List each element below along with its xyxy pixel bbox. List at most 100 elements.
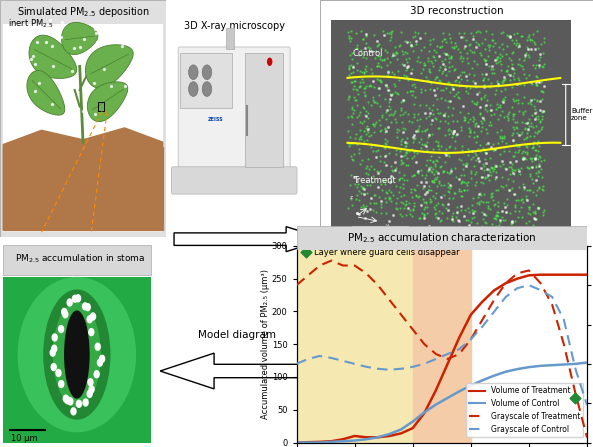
Point: [461, 161, 470, 168]
Point: [480, 94, 489, 101]
Point: [410, 83, 420, 90]
Point: [442, 215, 452, 222]
Point: [66, 107, 75, 114]
Point: [413, 29, 423, 36]
Point: [106, 83, 115, 90]
Point: [452, 131, 461, 138]
Point: [522, 119, 531, 127]
Point: [484, 165, 493, 172]
Point: [442, 145, 451, 152]
Point: [538, 124, 547, 131]
Point: [382, 84, 392, 91]
Point: [347, 114, 356, 121]
Point: [493, 209, 502, 216]
Point: [49, 63, 58, 70]
Point: [538, 50, 547, 57]
Point: [502, 195, 512, 202]
Point: [531, 191, 540, 198]
Point: [370, 142, 380, 149]
Point: [423, 188, 432, 195]
Point: [361, 40, 371, 47]
Point: [395, 205, 404, 212]
Point: [369, 99, 378, 106]
Point: [487, 164, 497, 172]
Point: [367, 70, 377, 77]
Point: [525, 36, 535, 43]
Point: [509, 137, 518, 144]
Point: [444, 125, 454, 132]
Point: [509, 125, 519, 132]
Point: [461, 87, 470, 94]
Point: [497, 53, 506, 60]
Point: [431, 213, 441, 220]
Point: [518, 156, 528, 163]
Point: [18, 51, 27, 59]
Point: [391, 151, 400, 158]
Point: [380, 126, 390, 133]
Point: [400, 152, 409, 159]
Point: [361, 67, 371, 74]
Point: [475, 110, 484, 118]
Point: [427, 106, 436, 113]
Point: [466, 168, 476, 175]
Point: [510, 190, 519, 198]
Point: [537, 96, 547, 103]
Point: [461, 83, 470, 90]
Point: [467, 175, 476, 182]
Point: [517, 63, 527, 70]
Point: [487, 164, 496, 171]
Point: [470, 208, 480, 215]
Point: [537, 88, 547, 95]
Point: [466, 84, 475, 91]
Point: [392, 125, 401, 132]
Point: [446, 183, 455, 190]
Point: [426, 120, 436, 127]
Point: [511, 118, 520, 126]
Point: [450, 164, 460, 171]
Point: [432, 210, 441, 217]
Point: [144, 88, 153, 95]
Point: [454, 186, 464, 193]
Point: [455, 72, 465, 79]
Point: [377, 200, 386, 207]
Point: [497, 41, 506, 48]
Point: [451, 91, 461, 98]
Point: [426, 164, 436, 171]
Point: [466, 155, 476, 162]
Point: [526, 155, 535, 162]
Point: [465, 128, 474, 135]
Point: [422, 101, 431, 108]
Point: [374, 117, 384, 124]
Point: [506, 56, 516, 63]
Point: [459, 171, 468, 178]
Point: [47, 101, 57, 108]
Point: [508, 65, 517, 72]
Point: [90, 110, 100, 118]
Point: [375, 128, 384, 135]
Point: [471, 101, 481, 108]
Point: [515, 107, 524, 114]
Point: [452, 203, 462, 211]
Point: [385, 143, 394, 151]
Point: [517, 196, 527, 203]
Point: [377, 78, 386, 85]
Point: [454, 187, 464, 194]
Point: [519, 183, 528, 190]
Point: [445, 143, 455, 150]
Point: [487, 69, 497, 76]
Point: [398, 160, 408, 167]
Point: [373, 147, 382, 154]
Point: [524, 115, 534, 122]
Point: [523, 126, 533, 133]
Point: [522, 74, 531, 81]
Point: [519, 110, 528, 118]
Point: [356, 183, 366, 190]
Point: [355, 67, 365, 74]
Point: [463, 59, 472, 67]
Point: [469, 49, 479, 56]
Point: [473, 193, 483, 200]
Point: [528, 112, 537, 119]
Point: [422, 178, 431, 186]
Text: 200 μm: 200 μm: [367, 232, 394, 238]
Point: [534, 152, 543, 159]
